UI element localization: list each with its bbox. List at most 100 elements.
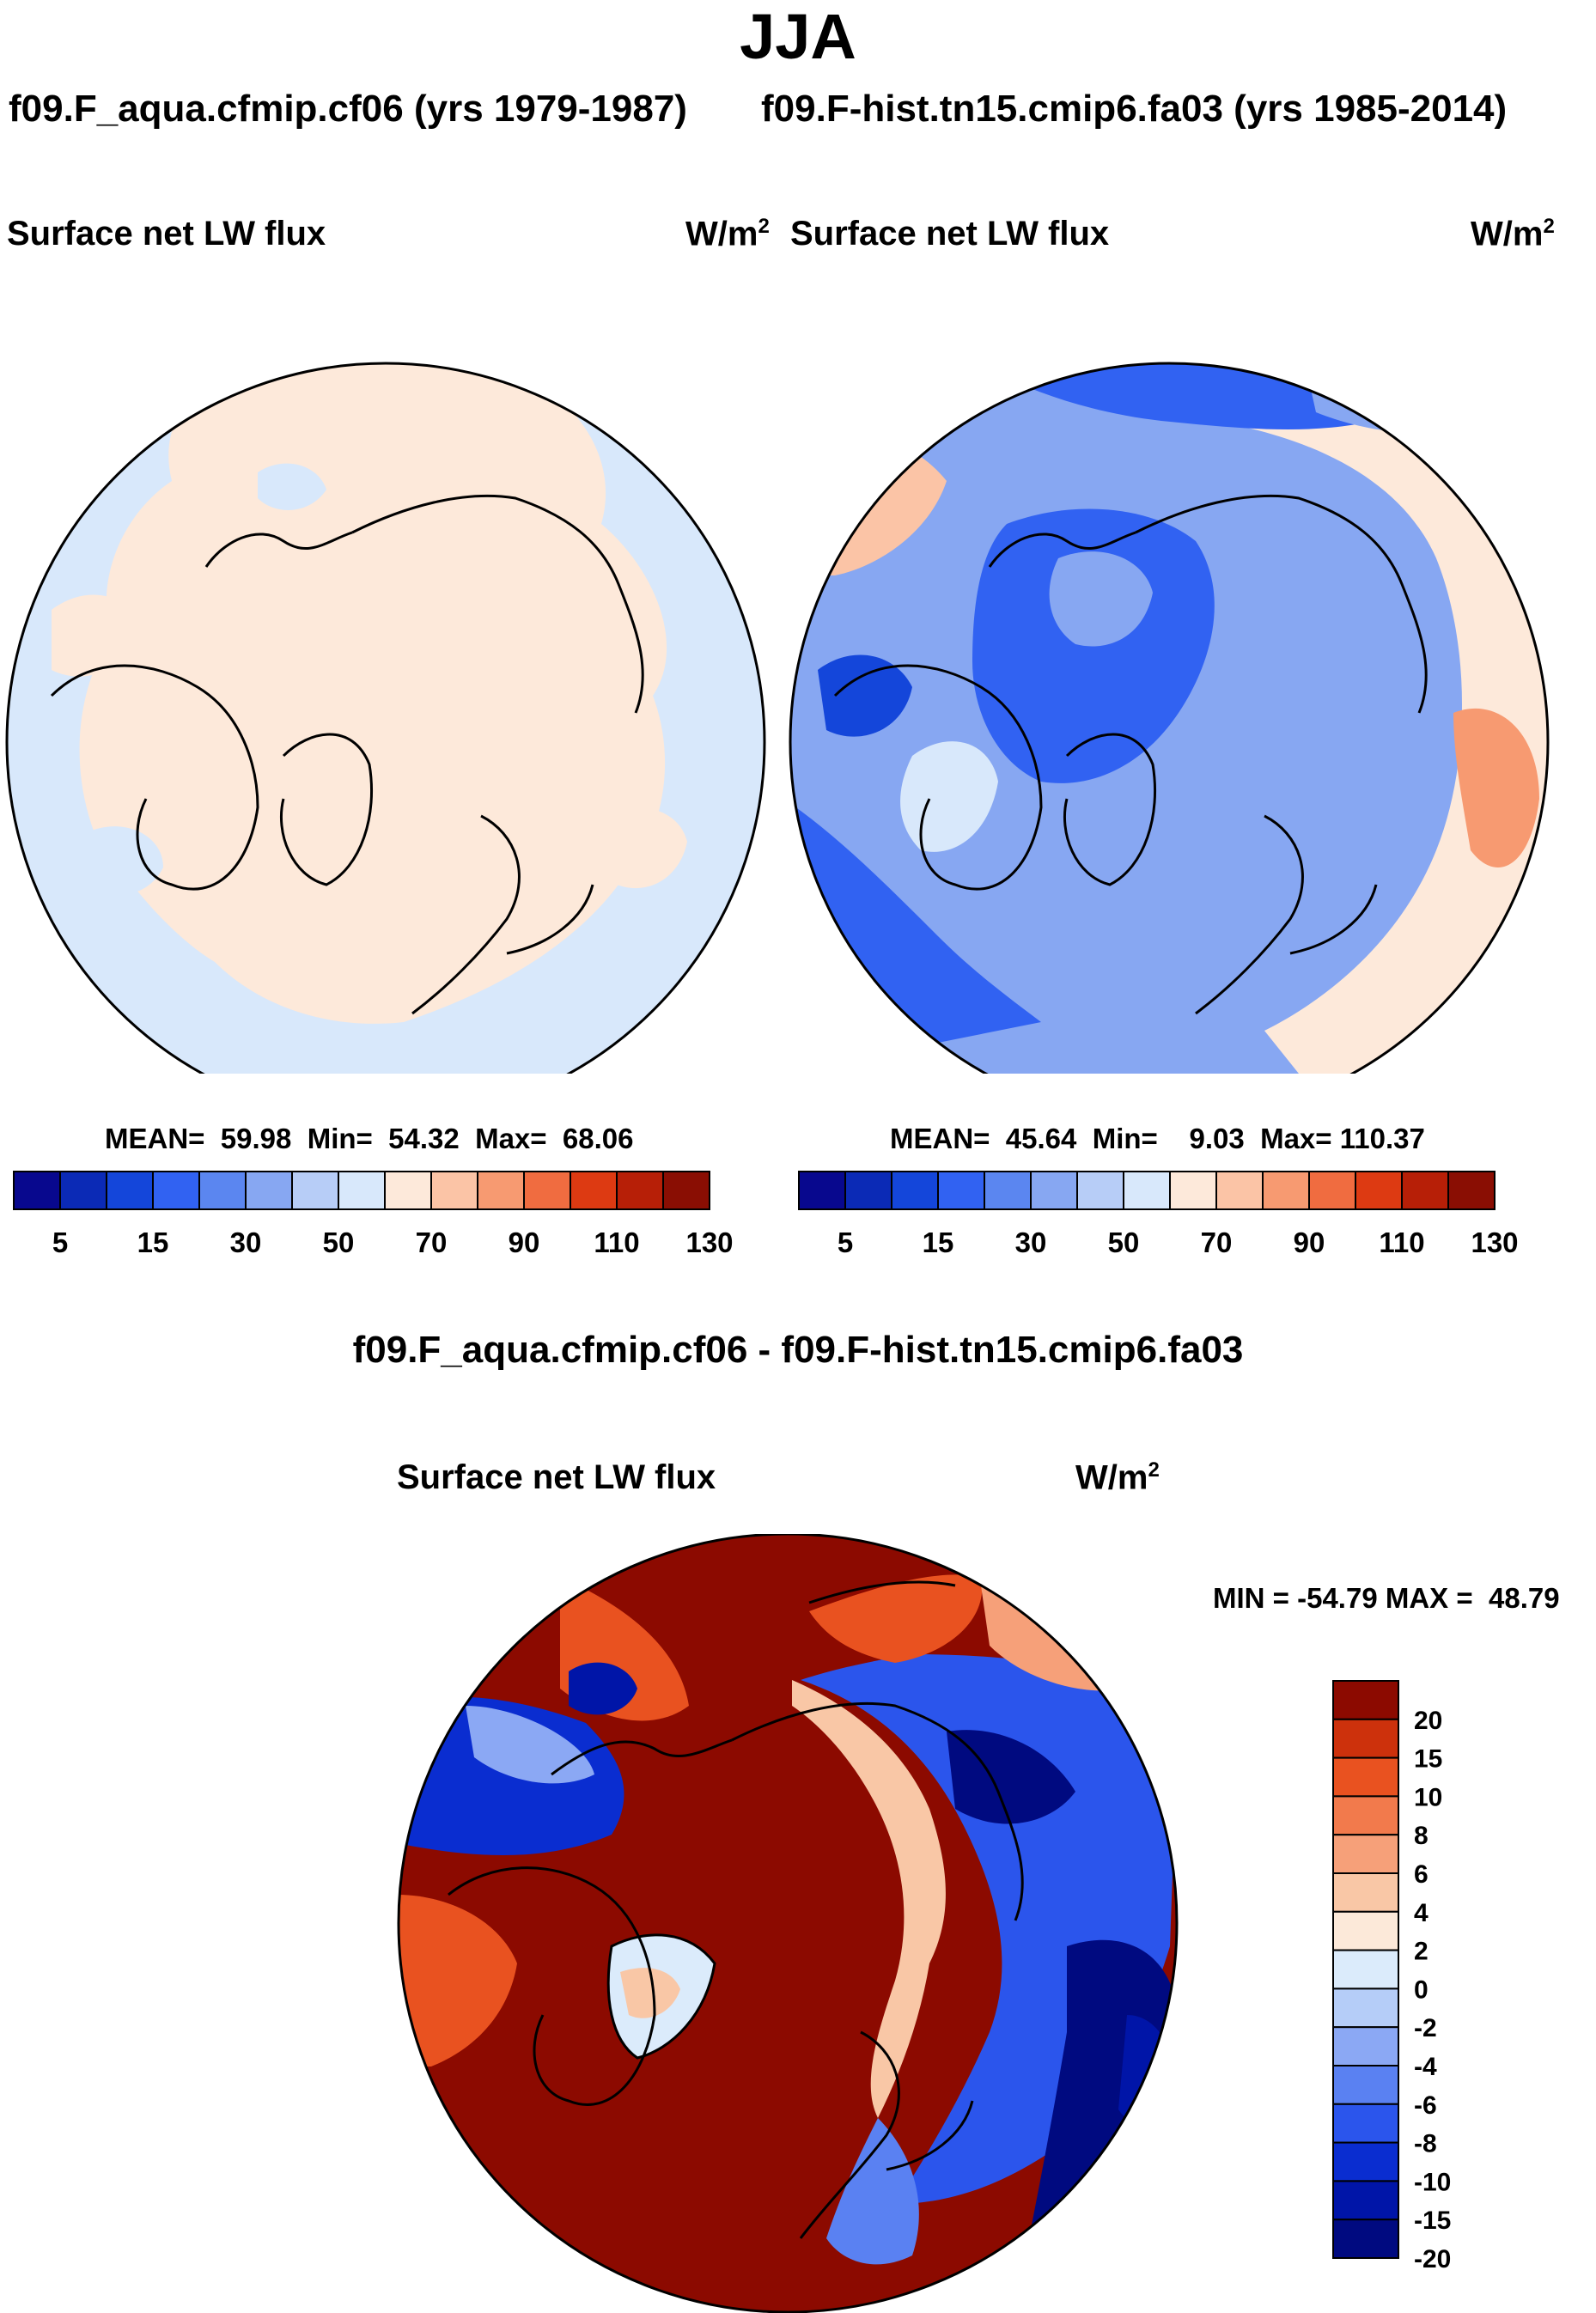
left-colorbar-swatch-5 bbox=[245, 1171, 293, 1210]
left-colorbar-swatch-12 bbox=[570, 1171, 618, 1210]
right-colorbar-swatch-4 bbox=[984, 1171, 1032, 1210]
left-max-value: 68.06 bbox=[562, 1123, 634, 1154]
right-colorbar-swatch-5 bbox=[1030, 1171, 1078, 1210]
right-colorbar-swatch-3 bbox=[937, 1171, 985, 1210]
difference-title: f09.F_aqua.cfmip.cf06 - f09.F-hist.tn15.… bbox=[352, 1329, 1244, 1371]
left-panel-title: f09.F_aqua.cfmip.cf06 (yrs 1979-1987) bbox=[9, 88, 687, 130]
left-units: W/m2 bbox=[685, 215, 770, 253]
difference-colorbar-tick-label: -10 bbox=[1414, 2168, 1451, 2196]
right-colorbar: 5 15 30 50 70 90 110 130 bbox=[798, 1171, 1519, 1258]
right-colorbar-swatch-11 bbox=[1308, 1171, 1356, 1210]
left-min-label: Min= bbox=[307, 1123, 373, 1154]
difference-colorbar-swatch-14 bbox=[1332, 2219, 1399, 2260]
left-colorbar-swatch-2 bbox=[106, 1171, 154, 1210]
left-colorbar-swatch-3 bbox=[152, 1171, 200, 1210]
left-colorbar-tick-label: 90 bbox=[509, 1226, 540, 1258]
left-colorbar-tick-label: 5 bbox=[52, 1226, 68, 1258]
difference-colorbar-swatch-0 bbox=[1332, 1680, 1399, 1720]
right-colorbar-tick-label: 30 bbox=[1015, 1226, 1047, 1258]
left-units-base: W/m bbox=[685, 215, 758, 253]
difference-colorbar-tick-label: 6 bbox=[1414, 1860, 1428, 1889]
difference-colorbar-tick-label: 8 bbox=[1414, 1822, 1428, 1850]
left-colorbar-tick-label: 70 bbox=[416, 1226, 448, 1258]
difference-colorbar-swatch-2 bbox=[1332, 1756, 1399, 1798]
left-colorbar-swatch-8 bbox=[384, 1171, 432, 1210]
right-colorbar-swatch-12 bbox=[1355, 1171, 1403, 1210]
difference-colorbar-swatch-6 bbox=[1332, 1910, 1399, 1951]
difference-units: W/m2 bbox=[1075, 1458, 1160, 1497]
left-colorbar-tick-label: 110 bbox=[594, 1226, 639, 1258]
right-min-value: 9.03 bbox=[1189, 1123, 1245, 1154]
left-colorbar-swatch-6 bbox=[291, 1171, 339, 1210]
right-min-label: Min= bbox=[1092, 1123, 1158, 1154]
right-max-value: 110.37 bbox=[1339, 1123, 1425, 1154]
difference-minmax: MIN = -54.79 MAX = 48.79 bbox=[1213, 1582, 1560, 1615]
left-colorbar-swatch-1 bbox=[59, 1171, 107, 1210]
right-colorbar-swatch-14 bbox=[1447, 1171, 1495, 1210]
difference-colorbar-tick-label: -8 bbox=[1414, 2130, 1437, 2158]
difference-colorbar-tick-label: 15 bbox=[1414, 1745, 1442, 1774]
difference-variable-label: Surface net LW flux bbox=[397, 1458, 716, 1496]
left-colorbar-swatch-13 bbox=[616, 1171, 664, 1210]
right-colorbar-swatch-9 bbox=[1215, 1171, 1264, 1210]
left-colorbar-swatch-11 bbox=[523, 1171, 571, 1210]
left-colorbar-swatch-4 bbox=[198, 1171, 247, 1210]
difference-colorbar-swatch-9 bbox=[1332, 2026, 1399, 2067]
difference-colorbar-swatch-1 bbox=[1332, 1718, 1399, 1759]
left-colorbar-swatch-0 bbox=[13, 1171, 61, 1210]
right-units-base: W/m bbox=[1471, 215, 1544, 253]
left-units-exp: 2 bbox=[758, 215, 770, 238]
difference-colorbar-swatch-5 bbox=[1332, 1872, 1399, 1913]
right-colorbar-swatch-6 bbox=[1076, 1171, 1124, 1210]
left-mean-value: 59.98 bbox=[220, 1123, 292, 1154]
difference-colorbar-tick-label: -6 bbox=[1414, 2091, 1437, 2120]
left-polar-map bbox=[5, 362, 766, 1074]
difference-colorbar-tick-label: 4 bbox=[1414, 1899, 1428, 1927]
right-variable-label: Surface net LW flux bbox=[790, 215, 1110, 253]
left-colorbar-tick-label: 15 bbox=[137, 1226, 169, 1258]
difference-colorbar-tick-label: -15 bbox=[1414, 2206, 1451, 2235]
difference-polar-map bbox=[397, 1534, 1179, 2313]
season-title: JJA bbox=[740, 1, 856, 72]
right-panel-title: f09.F-hist.tn15.cmip6.fa03 (yrs 1985-201… bbox=[761, 88, 1508, 130]
right-colorbar-tick-label: 70 bbox=[1201, 1226, 1233, 1258]
difference-colorbar-tick-label: -2 bbox=[1414, 2014, 1437, 2042]
difference-colorbar-swatch-3 bbox=[1332, 1795, 1399, 1836]
left-max-label: Max= bbox=[475, 1123, 547, 1154]
difference-colorbar-swatch-13 bbox=[1332, 2180, 1399, 2221]
right-mean-value: 45.64 bbox=[1005, 1123, 1077, 1154]
difference-colorbar-swatch-10 bbox=[1332, 2065, 1399, 2105]
right-colorbar-tick-label: 5 bbox=[838, 1226, 853, 1258]
difference-max-label: MAX = bbox=[1385, 1582, 1473, 1614]
difference-colorbar-swatch-7 bbox=[1332, 1949, 1399, 1990]
right-colorbar-swatch-0 bbox=[798, 1171, 846, 1210]
difference-min-label: MIN = bbox=[1213, 1582, 1289, 1614]
difference-colorbar-tick-label: -4 bbox=[1414, 2053, 1437, 2081]
difference-units-exp: 2 bbox=[1148, 1458, 1160, 1482]
difference-colorbar-swatch-11 bbox=[1332, 2103, 1399, 2144]
difference-colorbar-swatch-4 bbox=[1332, 1834, 1399, 1874]
right-colorbar-swatch-8 bbox=[1169, 1171, 1217, 1210]
difference-colorbar-tick-label: 2 bbox=[1414, 1938, 1428, 1966]
left-min-value: 54.32 bbox=[388, 1123, 460, 1154]
left-mean-label: MEAN= bbox=[105, 1123, 205, 1154]
right-polar-map bbox=[789, 362, 1550, 1074]
left-colorbar-swatch-7 bbox=[338, 1171, 386, 1210]
difference-colorbar-tick-label: 20 bbox=[1414, 1707, 1442, 1735]
right-colorbar-tick-label: 90 bbox=[1294, 1226, 1325, 1258]
right-colorbar-tick-label: 110 bbox=[1379, 1226, 1424, 1258]
left-colorbar-tick-label: 30 bbox=[230, 1226, 262, 1258]
left-variable-label: Surface net LW flux bbox=[7, 215, 326, 253]
right-colorbar-swatch-1 bbox=[844, 1171, 892, 1210]
difference-colorbar-tick-label: -20 bbox=[1414, 2245, 1451, 2273]
left-stats: MEAN= 59.98 Min= 54.32 Max= 68.06 bbox=[105, 1123, 634, 1155]
right-mean-label: MEAN= bbox=[890, 1123, 990, 1154]
right-colorbar-swatch-7 bbox=[1123, 1171, 1171, 1210]
right-units: W/m2 bbox=[1471, 215, 1555, 253]
right-colorbar-tick-label: 15 bbox=[923, 1226, 954, 1258]
right-stats: MEAN= 45.64 Min= 9.03 Max= 110.37 bbox=[890, 1123, 1425, 1155]
difference-colorbar-swatch-8 bbox=[1332, 1987, 1399, 2029]
difference-colorbar-tick-label: 10 bbox=[1414, 1783, 1442, 1811]
left-colorbar-swatch-10 bbox=[477, 1171, 525, 1210]
left-colorbar-tick-label: 130 bbox=[685, 1226, 733, 1258]
